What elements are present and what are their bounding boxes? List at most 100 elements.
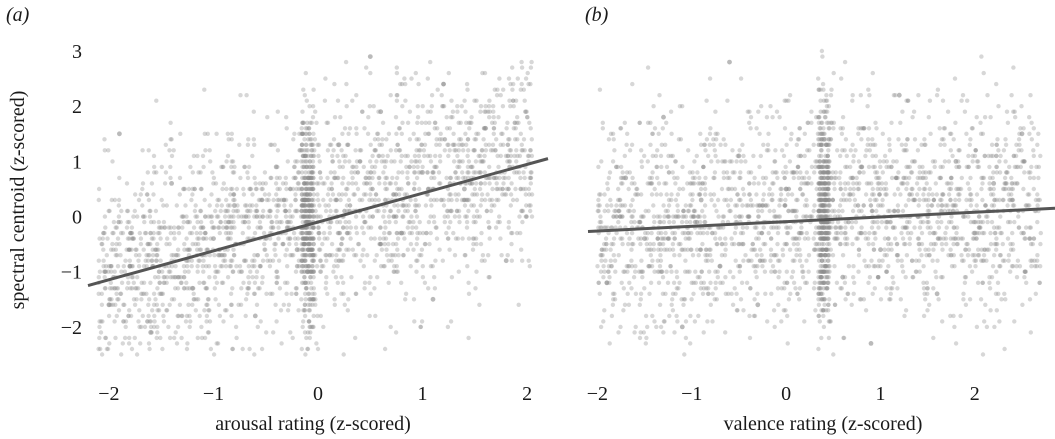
data-point: [519, 247, 524, 252]
data-point: [1027, 192, 1032, 197]
data-point: [198, 247, 204, 252]
data-point: [511, 104, 516, 109]
data-point: [987, 280, 992, 285]
data-point: [973, 148, 978, 153]
data-point: [342, 126, 348, 131]
data-point: [426, 286, 431, 291]
data-point: [1005, 120, 1011, 126]
data-point: [267, 208, 273, 214]
data-point: [524, 214, 529, 219]
data-point: [978, 297, 984, 302]
data-point: [657, 302, 663, 307]
data-point: [294, 286, 299, 291]
data-point: [845, 291, 851, 296]
data-point: [307, 297, 312, 302]
data-point: [974, 159, 980, 164]
data-point: [1011, 153, 1017, 159]
data-point: [444, 175, 449, 181]
data-point: [405, 120, 411, 126]
data-point: [752, 175, 757, 181]
data-point: [843, 241, 848, 247]
data-point: [748, 115, 754, 120]
data-point: [202, 280, 207, 285]
data-point: [200, 153, 206, 159]
data-point: [214, 203, 220, 208]
data-point: [491, 109, 496, 114]
data-point: [368, 192, 373, 197]
data-point: [260, 181, 266, 186]
data-point: [884, 225, 889, 230]
data-point: [145, 258, 151, 263]
data-point: [879, 219, 885, 225]
data-point: [156, 225, 162, 230]
data-point: [333, 197, 339, 203]
data-point: [301, 153, 306, 159]
data-point: [387, 208, 393, 214]
data-point: [173, 286, 178, 291]
data-point: [382, 241, 387, 247]
data-point: [228, 264, 234, 269]
data-point: [419, 253, 424, 258]
data-point: [305, 126, 310, 131]
data-point: [230, 286, 235, 291]
data-point: [471, 214, 477, 219]
data-point: [303, 236, 308, 241]
data-point: [447, 148, 452, 153]
data-point: [405, 170, 410, 175]
data-point: [794, 197, 799, 203]
data-point: [131, 214, 136, 219]
data-point: [434, 164, 439, 170]
data-point: [182, 241, 187, 247]
data-point: [627, 148, 633, 153]
data-point: [310, 115, 316, 120]
data-point: [318, 313, 323, 319]
data-point: [318, 258, 323, 263]
data-point: [396, 253, 401, 258]
data-point: [362, 280, 368, 285]
data-point: [820, 164, 825, 170]
data-point: [303, 297, 308, 302]
data-point: [934, 275, 939, 280]
data-point: [310, 186, 316, 192]
data-point: [705, 230, 710, 236]
data-point: [151, 153, 157, 159]
data-point: [160, 346, 165, 352]
data-point: [767, 208, 772, 214]
data-point: [103, 335, 108, 341]
data-point: [304, 286, 309, 291]
data-point: [388, 208, 394, 214]
data-point: [232, 253, 237, 258]
data-point: [291, 137, 296, 142]
data-point: [924, 181, 929, 186]
data-point: [409, 159, 414, 164]
data-point: [126, 313, 131, 319]
data-point: [951, 236, 956, 241]
data-point: [310, 148, 315, 153]
data-point: [462, 197, 467, 203]
data-point: [415, 104, 420, 109]
data-point: [942, 159, 948, 164]
data-point: [289, 253, 294, 258]
data-point: [598, 324, 604, 330]
data-point: [164, 241, 169, 247]
data-point: [214, 280, 220, 285]
data-point: [224, 208, 229, 214]
data-point: [821, 241, 826, 247]
data-point: [799, 225, 804, 230]
data-point: [986, 247, 991, 252]
data-point: [356, 241, 361, 247]
data-point: [368, 186, 373, 192]
data-point: [973, 219, 978, 225]
data-point: [213, 269, 218, 274]
data-point: [316, 142, 322, 147]
data-point: [525, 70, 530, 76]
data-point: [948, 247, 953, 252]
data-point: [408, 197, 413, 203]
data-point: [336, 258, 341, 263]
data-point: [974, 324, 980, 330]
data-point: [400, 104, 405, 109]
data-point: [464, 214, 469, 219]
data-point: [155, 324, 160, 330]
data-point: [274, 192, 279, 197]
data-point: [895, 186, 901, 192]
